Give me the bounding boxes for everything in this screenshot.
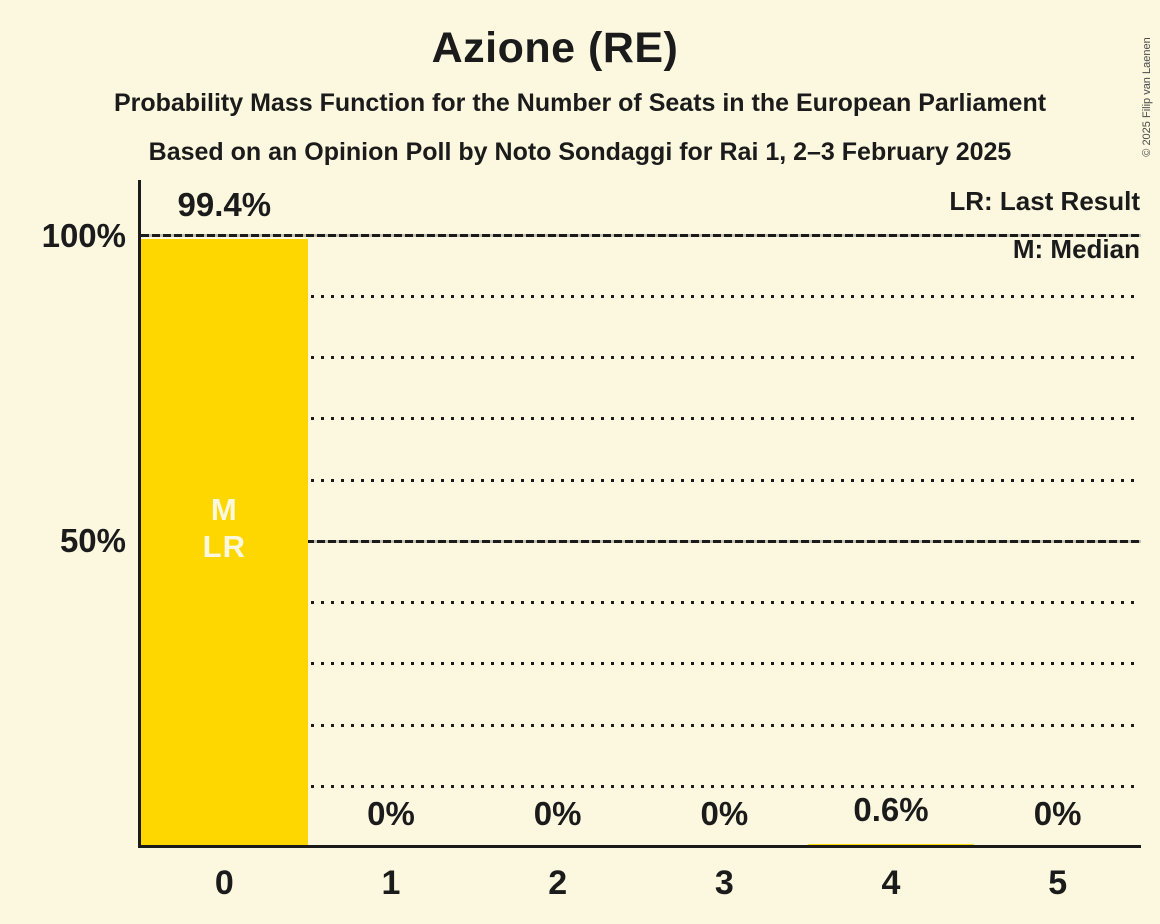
x-axis-label-3: 3 <box>714 864 734 902</box>
bar-column-4: 0.6% 4 <box>807 180 975 901</box>
chart-title: Azione (RE) <box>431 24 679 72</box>
x-axis-label-5: 5 <box>1048 864 1068 902</box>
x-axis-label-2: 2 <box>548 864 568 902</box>
bar-column-3: 0% 3 <box>641 180 808 902</box>
x-axis-label-4: 4 <box>881 864 901 902</box>
gridline-80pct <box>141 356 1141 359</box>
x-axis-line <box>138 845 1141 848</box>
chart-subtitle-line2: Based on an Opinion Poll by Noto Sondagg… <box>148 138 1012 166</box>
gridline-40pct <box>141 601 1141 604</box>
y-axis-line <box>138 180 141 848</box>
chart-subtitle-line1: Probability Mass Function for the Number… <box>113 89 1047 117</box>
value-label-seats-0: 99.4% <box>177 186 272 224</box>
bar-column-5: 0% 5 <box>974 180 1141 902</box>
median-last-result-annotation: M LR <box>141 491 308 565</box>
value-label-seats-1: 0% <box>367 795 415 832</box>
gridline-90pct <box>141 294 1141 298</box>
plot-area: 100% 50% 99.4% 0 M LR 0% 1 0% 2 0% 3 0.6% 4 0% 5 <box>42 180 1141 902</box>
gridline-10pct <box>141 784 1141 788</box>
gridline-30pct <box>141 662 1141 666</box>
gridline-70pct <box>141 417 1141 421</box>
y-axis-label-50: 50% <box>59 522 126 559</box>
x-axis-label-1: 1 <box>381 864 401 902</box>
bar-column-1: 0% 1 <box>308 180 475 902</box>
legend-median: M: Median <box>1012 234 1140 264</box>
gridline-100pct <box>141 233 1141 237</box>
annotation-m-marker: M <box>210 492 238 527</box>
x-axis-label-0: 0 <box>214 864 234 902</box>
bar-column-0: 99.4% 0 M LR <box>141 180 308 901</box>
legend-last-result: LR: Last Result <box>949 186 1140 216</box>
value-label-seats-5: 0% <box>1033 795 1082 832</box>
gridline-20pct <box>141 723 1141 727</box>
value-label-seats-2: 0% <box>533 795 582 832</box>
bar-seats-0 <box>141 239 308 848</box>
annotation-lr-marker: LR <box>202 529 246 564</box>
gridline-60pct <box>141 478 1141 482</box>
y-axis-label-100: 100% <box>41 217 126 254</box>
gridline-50pct <box>141 539 1141 543</box>
value-label-seats-3: 0% <box>700 795 749 832</box>
bar-column-2: 0% 2 <box>474 180 641 902</box>
value-label-seats-4: 0.6% <box>853 791 929 829</box>
